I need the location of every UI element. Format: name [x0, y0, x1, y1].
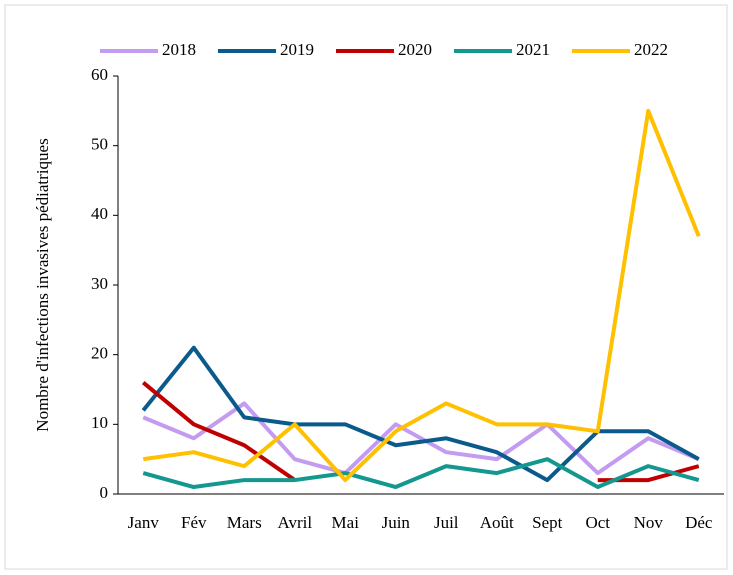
x-tick-label: Avril	[277, 513, 312, 532]
series-line	[142, 457, 700, 490]
legend-label: 2020	[398, 40, 432, 59]
series-line	[142, 108, 701, 483]
legend-label: 2021	[516, 40, 550, 59]
x-tick-label: Nov	[634, 513, 664, 532]
y-tick-label: 10	[91, 413, 108, 432]
x-tick-label: Mars	[227, 513, 262, 532]
x-tick-label: Fév	[181, 513, 207, 532]
x-tick-label: Déc	[685, 513, 713, 532]
x-tick-label: Mai	[332, 513, 360, 532]
x-tick-label: Août	[480, 513, 514, 532]
x-tick-label: Sept	[532, 513, 563, 532]
series-line	[141, 345, 700, 483]
y-tick-label: 0	[100, 483, 109, 502]
legend-label: 2019	[280, 40, 314, 59]
x-tick-label: Janv	[128, 513, 160, 532]
x-tick-label: Oct	[585, 513, 610, 532]
chart-frame	[4, 4, 728, 570]
legend-label: 2022	[634, 40, 668, 59]
x-tick-label: Juil	[434, 513, 459, 532]
y-tick-label: 60	[91, 65, 108, 84]
y-tick-label: 30	[91, 274, 108, 293]
series-line	[142, 401, 700, 476]
y-tick-label: 50	[91, 135, 108, 154]
legend-label: 2018	[162, 40, 196, 59]
y-axis-label: Nombre d'infections invasives pédiatriqu…	[33, 138, 52, 431]
y-tick-label: 40	[91, 204, 108, 223]
y-tick-label: 20	[91, 344, 108, 363]
x-tick-label: Juin	[382, 513, 411, 532]
